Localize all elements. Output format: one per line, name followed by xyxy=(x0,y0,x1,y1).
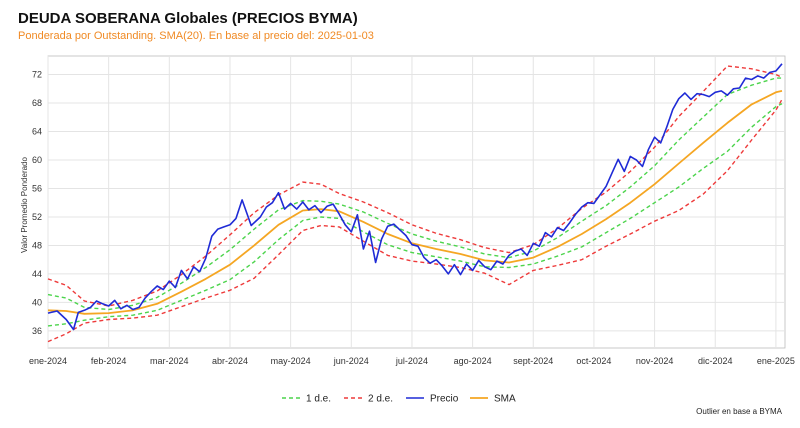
chart-title: DEUDA SOBERANA Globales (PRECIOS BYMA) xyxy=(18,10,358,27)
legend-item-band1: 1 d.e. xyxy=(282,394,331,405)
x-tick-label: mar-2024 xyxy=(150,356,189,366)
y-tick-label: 72 xyxy=(32,70,42,80)
legend-label-sma: SMA xyxy=(494,394,516,405)
legend: 1 d.e. 2 d.e. Precio SMA xyxy=(282,394,516,405)
y-axis-label: Valor Promedio Ponderado xyxy=(20,157,29,253)
x-tick-label: jun-2024 xyxy=(333,356,369,366)
legend-label-band1: 1 d.e. xyxy=(306,394,331,405)
x-tick-label: ene-2024 xyxy=(29,356,67,366)
series-line-2-d-e xyxy=(47,65,783,307)
y-tick-label: 52 xyxy=(32,212,42,222)
grid xyxy=(47,55,786,349)
x-tick-label: sept-2024 xyxy=(513,356,553,366)
plot-frame xyxy=(47,55,786,349)
y-tick-label: 56 xyxy=(32,183,42,193)
series-line-1-d-e xyxy=(47,77,782,311)
series-line-2-d-e xyxy=(47,99,783,343)
x-tick-label: ago-2024 xyxy=(454,356,492,366)
x-tick-label: ene-2025 xyxy=(757,356,795,366)
chart-subtitle: Ponderada por Outstanding. SMA(20). En b… xyxy=(18,30,374,42)
y-tick-label: 64 xyxy=(32,126,42,136)
series xyxy=(47,63,783,343)
y-tick-label: 40 xyxy=(32,297,42,307)
y-tick-label: 68 xyxy=(32,98,42,108)
y-tick-label: 48 xyxy=(32,240,42,250)
x-tick-label: dic-2024 xyxy=(698,356,733,366)
legend-item-band2: 2 d.e. xyxy=(344,394,393,405)
x-tick-label: nov-2024 xyxy=(636,356,674,366)
x-tick-label: oct-2024 xyxy=(576,356,611,366)
axes: 36 40 44 48 52 56 60 64 68 72 ene-2024 feb-2024 mar-… xyxy=(29,70,795,366)
legend-item-sma: SMA xyxy=(470,394,516,405)
y-tick-label: 36 xyxy=(32,326,42,336)
legend-label-price: Precio xyxy=(430,394,459,405)
legend-item-price: Precio xyxy=(406,394,459,405)
footnote: Outlier en base a BYMA xyxy=(696,407,782,416)
y-tick-label: 44 xyxy=(32,269,42,279)
legend-label-band2: 2 d.e. xyxy=(368,394,393,405)
x-tick-label: feb-2024 xyxy=(91,356,127,366)
series-line-precio xyxy=(47,63,783,331)
x-tick-label: abr-2024 xyxy=(212,356,248,366)
x-tick-label: may-2024 xyxy=(271,356,311,366)
series-line-1-d-e xyxy=(47,103,783,327)
x-tick-label: jul-2024 xyxy=(395,356,428,366)
y-tick-label: 60 xyxy=(32,155,42,165)
